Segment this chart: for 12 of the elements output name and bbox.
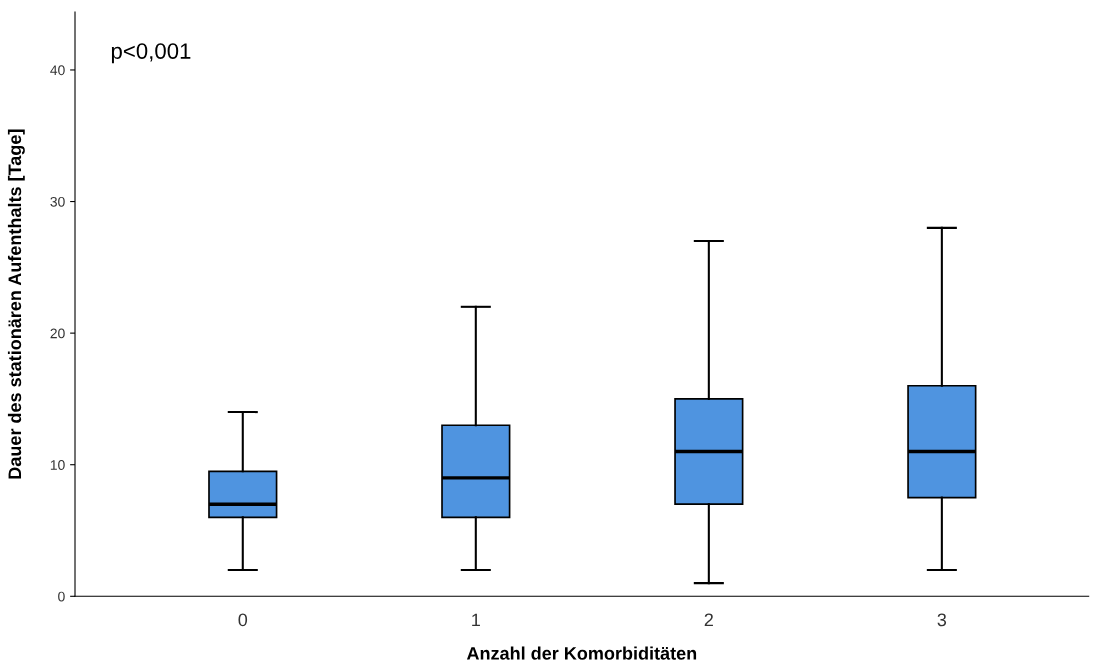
- y-tick-label: 20: [50, 328, 65, 339]
- y-tick-label: 10: [50, 460, 65, 470]
- x-tick-label: 3: [937, 613, 947, 627]
- y-tick-label: 30: [50, 196, 65, 207]
- y-tick-label: 0: [58, 591, 65, 602]
- x-axis-title: Anzahl der Komorbiditäten: [466, 646, 697, 660]
- y-axis-title: Dauer des stationären Aufenthalts [Tage]: [7, 129, 25, 479]
- x-tick-label: 0: [238, 613, 248, 627]
- x-tick-label: 1: [472, 613, 480, 627]
- x-tick-label: 2: [704, 613, 713, 627]
- y-tick-label: 40: [50, 65, 65, 76]
- annotation: p<0,001: [111, 43, 191, 64]
